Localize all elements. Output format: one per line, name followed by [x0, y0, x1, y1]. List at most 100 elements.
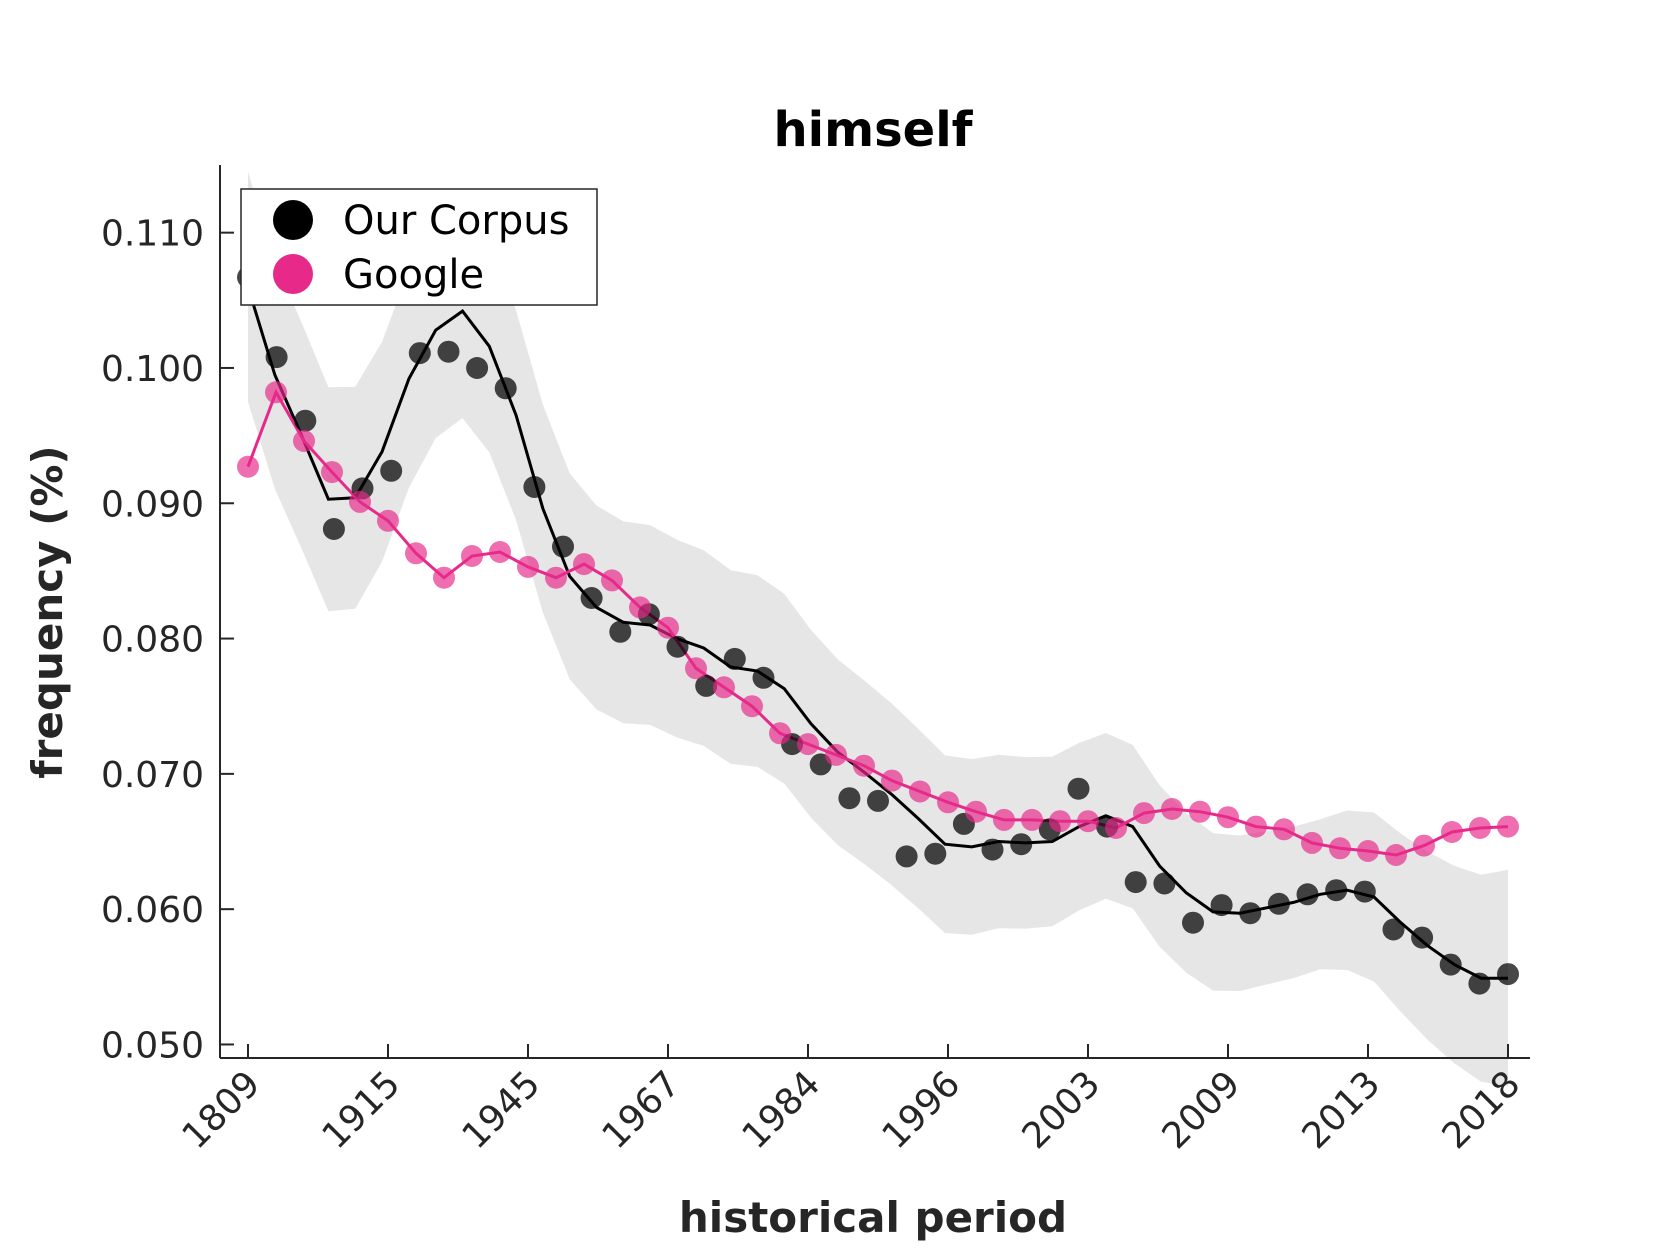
- corpus-point: [1296, 883, 1319, 906]
- corpus-point: [666, 635, 689, 658]
- corpus-point: [723, 647, 746, 670]
- google-point: [1469, 817, 1491, 839]
- corpus-point: [1210, 894, 1233, 917]
- google-point: [909, 780, 931, 803]
- google-point: [1441, 821, 1463, 843]
- corpus-point: [580, 587, 603, 609]
- x-tick-label: 2013: [1295, 1063, 1389, 1157]
- google-point: [601, 569, 623, 592]
- google-point: [1133, 802, 1155, 825]
- google-point: [825, 743, 847, 766]
- corpus-point: [322, 518, 345, 540]
- google-point: [321, 461, 343, 484]
- corpus-point: [1353, 880, 1376, 903]
- x-tick-label: 2009: [1155, 1063, 1249, 1157]
- google-point: [1357, 840, 1379, 862]
- corpus-point: [1267, 892, 1290, 915]
- legend-label-google: Google: [343, 252, 484, 298]
- google-point: [1273, 818, 1295, 841]
- corpus-point: [380, 459, 403, 482]
- corpus-point: [609, 620, 632, 643]
- google-point: [769, 722, 791, 745]
- x-tick-label: 1809: [175, 1063, 269, 1157]
- corpus-point: [1382, 918, 1405, 941]
- google-point: [993, 808, 1015, 831]
- corpus-point: [437, 340, 460, 363]
- google-point: [489, 541, 511, 563]
- corpus-point: [1411, 926, 1434, 949]
- confidence-band: [248, 171, 1508, 1087]
- google-point: [1049, 810, 1071, 833]
- x-tick-label: 2003: [1015, 1063, 1109, 1157]
- google-point: [1105, 817, 1127, 839]
- data-points: [237, 266, 1519, 995]
- google-point: [1077, 810, 1099, 833]
- google-point: [1385, 844, 1407, 866]
- corpus-point: [838, 787, 861, 810]
- corpus-point: [1153, 872, 1176, 895]
- google-point: [657, 616, 679, 639]
- corpus-point: [695, 674, 718, 697]
- google-point: [1497, 815, 1519, 838]
- x-axis-title: historical period: [679, 1193, 1067, 1242]
- google-point: [573, 553, 595, 576]
- google-point: [741, 695, 763, 718]
- y-ticks: 0.050 0.060 0.070 0.080 0.090 0.100 0.110: [101, 214, 234, 1066]
- y-tick-label: 0.080: [101, 620, 204, 661]
- google-point: [461, 545, 483, 567]
- corpus-point: [294, 409, 317, 432]
- google-point: [629, 596, 651, 619]
- y-axis-title: frequency (%): [23, 445, 72, 778]
- x-tick-label: 1984: [735, 1063, 829, 1157]
- google-point: [377, 509, 399, 532]
- google-point: [1161, 798, 1183, 820]
- legend-marker-corpus: [273, 200, 313, 240]
- corpus-point: [1010, 833, 1033, 856]
- google-point: [545, 566, 567, 589]
- corpus-trend-line: [246, 286, 1508, 980]
- corpus-point: [466, 357, 489, 379]
- corpus-point: [1468, 972, 1491, 995]
- corpus-point: [494, 377, 517, 400]
- corpus-point: [1067, 777, 1090, 800]
- corpus-point: [981, 838, 1004, 861]
- corpus-point: [1239, 902, 1262, 925]
- google-trend-line: [246, 388, 1509, 857]
- google-point: [1245, 815, 1267, 838]
- google-point: [881, 769, 903, 792]
- corpus-point: [408, 342, 431, 365]
- corpus-point: [1439, 953, 1462, 976]
- y-tick-label: 0.100: [101, 349, 204, 390]
- google-point: [293, 430, 315, 452]
- google-point: [265, 381, 287, 404]
- google-point: [1301, 831, 1323, 854]
- google-point: [405, 542, 427, 565]
- corpus-point: [552, 535, 574, 558]
- corpus-point: [265, 346, 288, 369]
- google-point: [797, 733, 819, 756]
- chart-title: himself: [773, 102, 973, 158]
- google-point: [349, 490, 371, 513]
- x-tick-label: 1996: [875, 1063, 969, 1157]
- x-tick-label: 1915: [315, 1063, 409, 1157]
- x-tick-label: 1967: [595, 1063, 689, 1157]
- corpus-point: [867, 789, 889, 812]
- corpus-point: [752, 666, 775, 689]
- y-tick-label: 0.090: [101, 484, 204, 525]
- legend-marker-google: [273, 254, 313, 294]
- google-point: [1217, 806, 1239, 829]
- y-tick-label: 0.070: [101, 755, 204, 796]
- google-point: [685, 657, 707, 680]
- corpus-point: [1182, 911, 1204, 934]
- corpus-point: [924, 842, 947, 865]
- corpus-point: [1497, 963, 1519, 986]
- trend-lines: [246, 286, 1509, 980]
- corpus-point: [1325, 879, 1348, 902]
- legend: Our Corpus Google: [240, 188, 598, 306]
- google-point: [937, 791, 959, 814]
- y-tick-label: 0.110: [101, 214, 204, 255]
- y-tick-label: 0.050: [101, 1025, 204, 1066]
- google-point: [1021, 808, 1043, 831]
- google-point: [1329, 837, 1351, 860]
- corpus-band-area: [248, 171, 1508, 1087]
